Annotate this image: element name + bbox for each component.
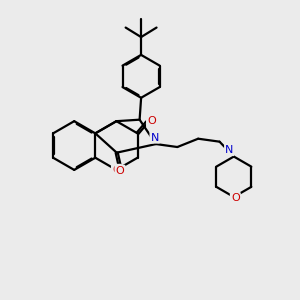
- Text: O: O: [231, 193, 240, 203]
- Text: O: O: [147, 116, 156, 126]
- Text: N: N: [225, 145, 234, 155]
- Text: O: O: [112, 165, 121, 175]
- Text: O: O: [116, 166, 124, 176]
- Text: N: N: [151, 133, 159, 142]
